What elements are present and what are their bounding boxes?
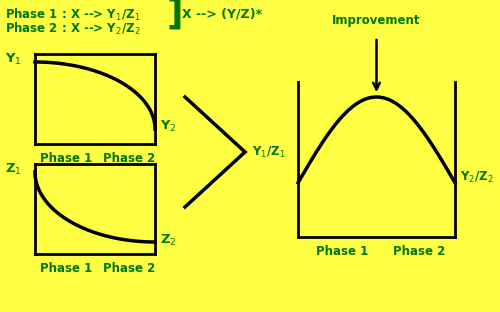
Text: ]: ] xyxy=(167,0,184,31)
Text: Phase 1: Phase 1 xyxy=(40,262,92,275)
Text: Y$_2$: Y$_2$ xyxy=(160,119,177,134)
Text: Phase 1 : X --> Y$_1$/Z$_1$: Phase 1 : X --> Y$_1$/Z$_1$ xyxy=(5,7,140,23)
Text: Y$_1$: Y$_1$ xyxy=(5,51,22,66)
Text: Z$_2$: Z$_2$ xyxy=(160,232,176,247)
Text: Phase 2: Phase 2 xyxy=(103,152,155,165)
Text: X --> (Y/Z)*: X --> (Y/Z)* xyxy=(182,7,262,21)
Text: Improvement: Improvement xyxy=(332,14,421,27)
Text: Phase 2: Phase 2 xyxy=(393,245,446,258)
Text: Phase 1: Phase 1 xyxy=(40,152,92,165)
Text: Y$_1$/Z$_1$: Y$_1$/Z$_1$ xyxy=(252,144,286,159)
Text: Phase 2 : X --> Y$_2$/Z$_2$: Phase 2 : X --> Y$_2$/Z$_2$ xyxy=(5,21,140,37)
Text: Y$_2$/Z$_2$: Y$_2$/Z$_2$ xyxy=(460,170,494,185)
Text: Phase 2: Phase 2 xyxy=(103,262,155,275)
Text: Phase 1: Phase 1 xyxy=(316,245,368,258)
Text: Z$_1$: Z$_1$ xyxy=(5,161,21,177)
